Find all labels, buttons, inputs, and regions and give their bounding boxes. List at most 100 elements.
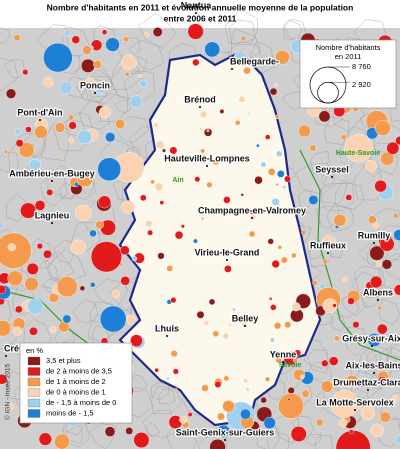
commune-outline (381, 225, 400, 251)
commune-circle (25, 126, 32, 133)
commune-circle (260, 396, 267, 404)
commune-circle (290, 426, 307, 443)
commune-outline (361, 290, 378, 307)
commune-circle (187, 412, 193, 417)
commune-circle (76, 170, 93, 187)
commune-circle (353, 400, 363, 410)
place-label: La Motte-Servolex (316, 397, 394, 407)
commune-circle (381, 259, 393, 270)
commune-circle (376, 323, 388, 335)
commune-circle (170, 350, 178, 358)
commune-outline (0, 151, 19, 173)
commune-circle (125, 426, 134, 435)
commune-outline (320, 182, 347, 205)
commune-circle (22, 69, 29, 76)
commune-circle (143, 31, 150, 37)
place-label: Bellegarde- (230, 56, 279, 66)
commune-circle (129, 95, 143, 108)
place-label: Drumettaz-Clara (333, 377, 400, 387)
legend-swatch (27, 388, 41, 397)
commune-circle (274, 114, 280, 120)
commune-circle (292, 357, 298, 363)
commune-circle (369, 245, 385, 261)
commune-circle (203, 128, 213, 137)
commune-outline (142, 409, 177, 438)
commune-circle (59, 81, 73, 95)
commune-circle (369, 275, 383, 289)
commune-circle (71, 35, 81, 44)
commune-circle (333, 213, 347, 227)
commune-circle (275, 50, 290, 65)
commune-circle (139, 79, 148, 88)
commune-circle (278, 392, 304, 419)
commune-circle (174, 388, 178, 392)
commune-circle (271, 198, 280, 206)
commune-circle (20, 202, 37, 219)
place-dot (206, 165, 208, 167)
commune-circle (54, 433, 70, 449)
commune-circle (301, 389, 310, 398)
commune-circle (275, 182, 279, 186)
place-label: Aix-les-Bains (345, 360, 400, 370)
commune-outline (12, 284, 38, 316)
commune-circle (198, 127, 203, 131)
size-legend-circles: 8 760 2 920 (309, 62, 371, 104)
commune-circle (345, 374, 359, 389)
place-label: Pont-d'Ain (17, 107, 62, 117)
title: Nombre d'habitants en 2011 et évolution … (47, 2, 354, 12)
commune-circle (332, 303, 337, 308)
commune-circle (374, 119, 391, 136)
commune-outline (110, 57, 143, 90)
commune-circle (7, 243, 16, 252)
commune-outline (138, 12, 177, 49)
commune-outline (292, 415, 314, 441)
commune-circle (97, 157, 121, 182)
legend-swatch (27, 367, 41, 376)
commune-circle (372, 222, 380, 229)
commune-outline (89, 423, 117, 449)
commune-circle (214, 381, 222, 388)
place-dot (367, 389, 369, 391)
commune-circle (193, 238, 198, 244)
commune-circle (159, 200, 165, 205)
commune-circle (274, 82, 279, 87)
commune-circle (38, 432, 52, 446)
place-dot (251, 217, 253, 219)
place-dot (373, 242, 375, 244)
commune-circle (36, 243, 44, 250)
commune-outline (114, 116, 150, 144)
commune-circle (367, 332, 382, 347)
commune-circle (243, 378, 248, 384)
commune-circle (202, 253, 206, 257)
commune-circle (130, 334, 143, 348)
commune-outline (379, 298, 400, 326)
commune-circle (275, 356, 283, 364)
commune-circle (166, 377, 170, 381)
commune-circle (260, 161, 267, 168)
commune-circle (216, 211, 220, 215)
commune-circle (7, 403, 14, 410)
place-dot (226, 259, 228, 261)
commune-circle (359, 379, 368, 388)
commune-circle (299, 207, 307, 216)
commune-circle (212, 158, 220, 166)
legend-swatch (27, 377, 41, 387)
commune-circle (89, 229, 97, 238)
region-label: Haute-Savoie (336, 150, 380, 157)
commune-circle (131, 256, 138, 262)
commune-circle (265, 134, 271, 140)
commune-circle (321, 235, 337, 251)
place-label: Hauteville-Lompnes (164, 153, 250, 163)
commune-outline (4, 58, 25, 78)
commune-circle (321, 359, 329, 367)
commune-circle (121, 200, 135, 214)
commune-outline (379, 392, 400, 420)
place-dot (5, 355, 7, 357)
place-dot (224, 439, 226, 441)
commune-circle (0, 222, 5, 229)
commune-circle (133, 432, 150, 449)
commune-circle (24, 276, 39, 292)
commune-circle (386, 141, 400, 155)
commune-circle (54, 122, 66, 133)
commune-circle (291, 302, 301, 312)
